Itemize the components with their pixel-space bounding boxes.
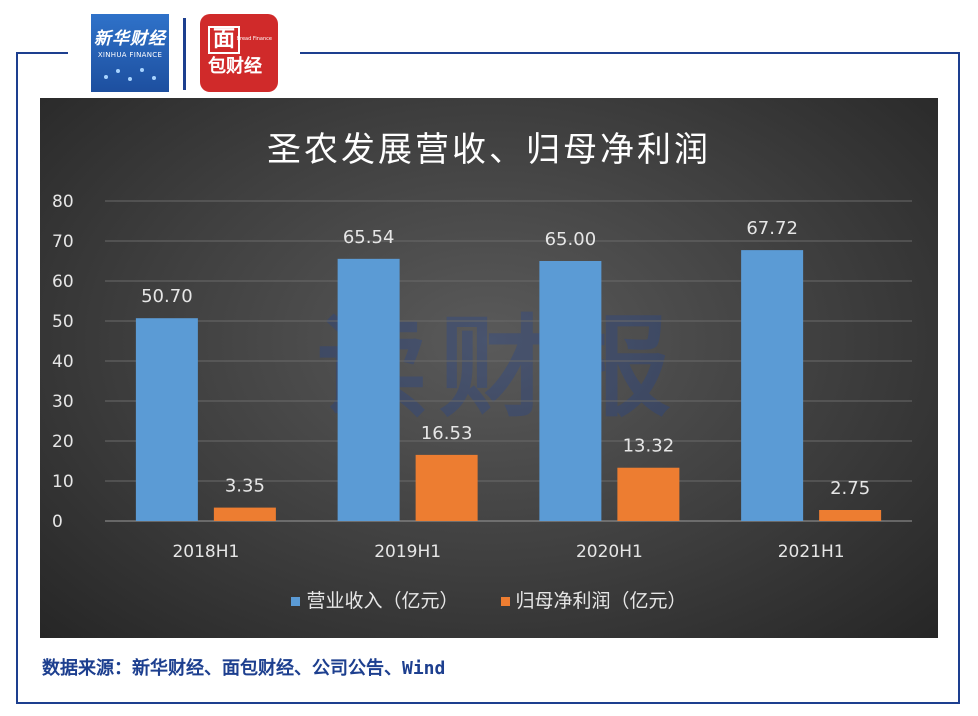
logo-separator <box>183 18 186 90</box>
profit-bar <box>213 507 276 521</box>
bar-chart: 0 10 20 30 40 50 60 70 80 50.70 3.35 2018H1 65.54 16.… <box>52 192 912 562</box>
xinhua-logo-en: XINHUA FINANCE <box>97 51 163 59</box>
legend-item-profit: 归母净利润（亿元） <box>500 586 687 613</box>
legend-label-revenue: 营业收入（亿元） <box>306 590 459 612</box>
y-tick-label: 60 <box>52 272 74 292</box>
profit-bar <box>617 467 680 521</box>
data-label: 13.32 <box>623 436 675 457</box>
legend-swatch-revenue <box>291 597 301 606</box>
data-label: 3.35 <box>225 476 265 497</box>
y-tick-label: 20 <box>52 432 74 452</box>
y-tick-label: 70 <box>52 232 74 252</box>
legend-item-revenue: 营业收入（亿元） <box>291 586 458 613</box>
data-label: 65.54 <box>343 227 395 248</box>
mianbao-logo-bottom: 包财经 <box>208 56 262 77</box>
x-tick-label: 2018H1 <box>172 542 239 562</box>
revenue-bar <box>539 261 602 521</box>
data-label: 67.72 <box>746 218 798 239</box>
chart-title: 圣农发展营收、归母净利润 <box>267 130 711 170</box>
profit-bar <box>415 454 478 521</box>
y-tick-label: 10 <box>52 472 74 492</box>
y-tick-label: 80 <box>52 192 74 212</box>
chart-panel: 圣农发展营收、归母净利润 读财报 0 10 20 30 40 50 60 70 80 50.70 3… <box>40 98 938 638</box>
data-label: 65.00 <box>545 229 597 250</box>
x-tick-label: 2021H1 <box>778 542 845 562</box>
outer-frame <box>16 52 960 704</box>
revenue-bar <box>337 258 400 521</box>
network-dots-icon <box>100 65 160 83</box>
legend-label-profit: 归母净利润（亿元） <box>515 590 687 612</box>
data-label: 16.53 <box>421 423 473 444</box>
xinhua-finance-logo: 新华财经 XINHUA FINANCE <box>91 14 169 92</box>
y-tick-label: 30 <box>52 392 74 412</box>
legend-swatch-profit <box>500 597 510 606</box>
xinhua-logo-text: 新华财经 <box>94 29 166 49</box>
revenue-bar <box>135 318 198 521</box>
revenue-bar <box>741 250 804 521</box>
data-label: 2.75 <box>830 478 870 499</box>
data-source: 数据来源：新华财经、面包财经、公司公告、Wind <box>42 658 446 679</box>
x-tick-label: 2019H1 <box>374 542 441 562</box>
legend: 营业收入（亿元） 归母净利润（亿元） <box>40 586 938 613</box>
profit-bar <box>819 510 882 521</box>
mianbao-logo-top: 面 <box>208 26 241 54</box>
data-label: 50.70 <box>141 286 193 307</box>
y-tick-label: 50 <box>52 312 74 332</box>
y-tick-label: 0 <box>52 512 63 532</box>
mianbao-logo-en: Bread Finance <box>236 36 272 42</box>
x-tick-label: 2020H1 <box>576 542 643 562</box>
mianbao-finance-logo: 面 Bread Finance 包财经 <box>200 14 278 92</box>
y-tick-label: 40 <box>52 352 74 372</box>
